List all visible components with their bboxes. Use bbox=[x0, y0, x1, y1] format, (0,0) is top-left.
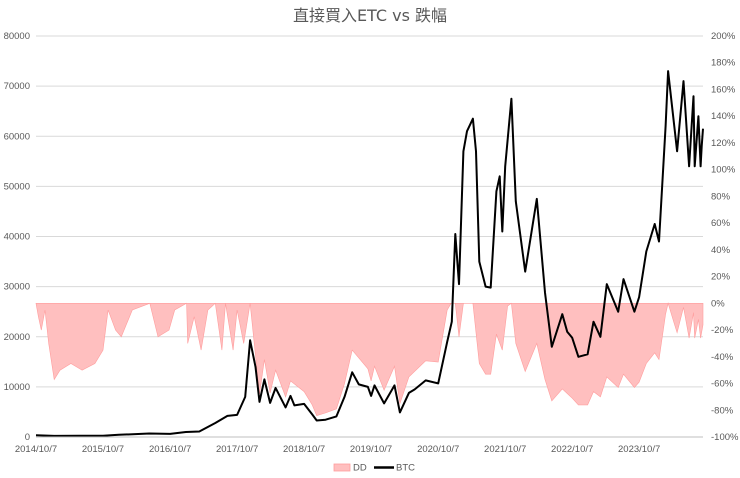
x-tick-label: 2019/10/7 bbox=[350, 444, 392, 455]
dd-series bbox=[35, 302, 704, 416]
y-right-tick-label: -60% bbox=[711, 379, 734, 390]
y-right-tick-label: -20% bbox=[711, 325, 734, 336]
y-right-tick-label: 120% bbox=[711, 138, 736, 149]
btc-line bbox=[35, 70, 704, 437]
legend: DD BTC bbox=[333, 463, 415, 474]
y-left-tick-label: 60000 bbox=[4, 131, 30, 142]
gridlines bbox=[36, 35, 703, 438]
y-left-tick-label: 30000 bbox=[4, 282, 30, 293]
x-tick-label: 2022/10/7 bbox=[551, 444, 593, 455]
y-right-tick-label: 80% bbox=[711, 191, 731, 202]
x-tick-label: 2020/10/7 bbox=[417, 444, 459, 455]
y-left-tick-label: 20000 bbox=[4, 332, 30, 343]
y-left-tick-label: 40000 bbox=[4, 232, 30, 243]
y-left-tick-label: 70000 bbox=[4, 81, 30, 92]
y-right-tick-label: 160% bbox=[711, 84, 736, 95]
dd-area bbox=[35, 302, 704, 416]
chart-title: 直接買入ETC vs 跌幅 bbox=[293, 6, 447, 25]
y-right-tick-label: 200% bbox=[711, 31, 736, 42]
y-right-tick-label: 100% bbox=[711, 165, 736, 176]
x-tick-label: 2015/10/7 bbox=[82, 444, 124, 455]
x-axis: 2014/10/7 2015/10/7 2016/10/7 2017/10/7 2018… bbox=[15, 436, 703, 455]
y-right-tick-label: 60% bbox=[711, 218, 731, 229]
y-axis-left: 0 10000 20000 30000 40000 50000 60000 70000 8000… bbox=[4, 31, 30, 443]
x-tick-label: 2023/10/7 bbox=[618, 444, 660, 455]
y-left-tick-label: 0 bbox=[25, 432, 30, 443]
x-tick-label: 2017/10/7 bbox=[216, 444, 258, 455]
x-tick-label: 2021/10/7 bbox=[484, 444, 526, 455]
y-left-tick-label: 50000 bbox=[4, 181, 30, 192]
legend-label-dd: DD bbox=[353, 463, 367, 474]
legend-label-btc: BTC bbox=[396, 463, 415, 474]
x-tick-label: 2014/10/7 bbox=[15, 444, 57, 455]
y-right-tick-label: 40% bbox=[711, 245, 731, 256]
x-tick-label: 2018/10/7 bbox=[283, 444, 325, 455]
btc-series bbox=[35, 70, 704, 437]
x-tick-label: 2016/10/7 bbox=[149, 444, 191, 455]
y-left-tick-label: 10000 bbox=[4, 382, 30, 393]
y-right-tick-label: 0% bbox=[711, 298, 725, 309]
y-right-tick-label: -80% bbox=[711, 405, 734, 416]
legend-swatch-dd bbox=[333, 463, 351, 472]
y-axis-right: -100% -80% -60% -40% -20% 0% 20% 40% 60% 80% 100% 1… bbox=[711, 31, 739, 443]
y-right-tick-label: 180% bbox=[711, 58, 736, 69]
y-left-tick-label: 80000 bbox=[4, 31, 30, 42]
y-right-tick-label: 140% bbox=[711, 111, 736, 122]
y-right-tick-label: 20% bbox=[711, 272, 731, 283]
y-right-tick-label: -100% bbox=[711, 432, 739, 443]
y-right-tick-label: -40% bbox=[711, 352, 734, 363]
